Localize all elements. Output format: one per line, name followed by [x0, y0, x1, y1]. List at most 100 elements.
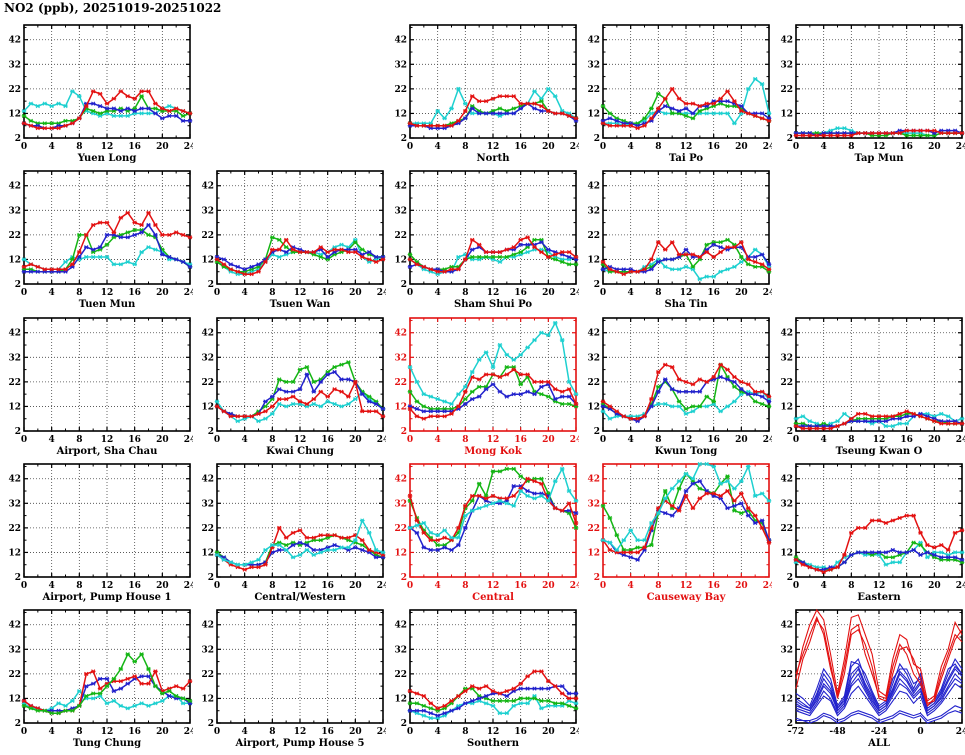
svg-text:4: 4 — [435, 288, 441, 298]
panel-title: ALL — [867, 738, 890, 748]
svg-text:32: 32 — [394, 645, 407, 655]
series-markers-red — [407, 235, 579, 275]
series-markers-blue — [407, 381, 579, 413]
svg-text:32: 32 — [394, 353, 407, 363]
svg-text:32: 32 — [587, 499, 600, 509]
svg-text:12: 12 — [8, 256, 21, 266]
series-markers-cyan — [600, 461, 772, 552]
svg-text:20: 20 — [928, 435, 941, 445]
svg-text:12: 12 — [101, 727, 114, 737]
svg-text:8: 8 — [848, 581, 854, 591]
svg-text:22: 22 — [394, 85, 407, 95]
svg-text:16: 16 — [514, 142, 527, 152]
svg-text:-48: -48 — [829, 727, 845, 737]
svg-text:20: 20 — [156, 581, 169, 591]
svg-text:12: 12 — [680, 581, 693, 591]
svg-text:8: 8 — [76, 435, 82, 445]
svg-text:12: 12 — [8, 402, 21, 412]
svg-text:8: 8 — [655, 581, 661, 591]
svg-text:24: 24 — [570, 727, 579, 737]
svg-text:4: 4 — [628, 581, 634, 591]
svg-text:32: 32 — [394, 499, 407, 509]
svg-text:20: 20 — [542, 142, 555, 152]
svg-text:32: 32 — [201, 353, 214, 363]
svg-text:24: 24 — [184, 581, 193, 591]
chart-tsuen-wan: 0 4 8 12 16 20 24 2 12 22 32 42 Tsuen Wan — [201, 170, 386, 309]
panel-southern: 0 4 8 12 16 20 24 2 12 22 32 42 Southern — [386, 602, 579, 748]
svg-text:24: 24 — [956, 727, 965, 737]
chart-yuen-long: 0 4 8 12 16 20 24 2 12 22 32 42 Yuen Long — [8, 24, 193, 163]
svg-text:12: 12 — [487, 288, 500, 298]
chart-tap-mun: 0 4 8 12 16 20 24 2 12 22 32 42 Tap Mun — [780, 24, 965, 163]
chart-sha-tin: 0 4 8 12 16 20 24 2 12 22 32 42 Sha Tin — [587, 170, 772, 309]
svg-text:20: 20 — [349, 727, 362, 737]
svg-text:4: 4 — [435, 142, 441, 152]
svg-text:12: 12 — [294, 581, 307, 591]
panel-title: Central — [472, 592, 514, 602]
svg-text:4: 4 — [242, 435, 248, 445]
series-markers-red — [600, 86, 772, 131]
svg-text:24: 24 — [184, 142, 193, 152]
chart-sham-shui-po: 0 4 8 12 16 20 24 2 12 22 32 42 Sham Shui Po — [394, 170, 579, 309]
panel-title: Kwun Tong — [655, 446, 718, 456]
series-markers-red — [407, 367, 579, 421]
svg-text:20: 20 — [735, 581, 748, 591]
svg-text:12: 12 — [394, 695, 407, 705]
svg-text:2: 2 — [594, 134, 600, 144]
series-markers-cyan — [600, 76, 772, 128]
svg-text:24: 24 — [184, 727, 193, 737]
svg-text:2: 2 — [208, 280, 214, 290]
svg-text:22: 22 — [201, 524, 214, 534]
chart-mong-kok: 0 4 8 12 16 20 24 2 12 22 32 42 Mong Kok — [394, 316, 579, 456]
panel-tai-po: 0 4 8 12 16 20 24 2 12 22 32 42 Tai Po — [579, 17, 772, 163]
svg-text:24: 24 — [763, 288, 772, 298]
panel-title: Tseung Kwan O — [836, 446, 923, 456]
svg-text:12: 12 — [680, 142, 693, 152]
panel-eastern: 0 4 8 12 16 20 24 2 12 22 32 42 Eastern — [772, 456, 965, 602]
svg-text:16: 16 — [900, 581, 913, 591]
svg-text:32: 32 — [394, 207, 407, 217]
panel-title: Mong Kok — [464, 446, 523, 456]
svg-text:0: 0 — [793, 142, 799, 152]
svg-text:0: 0 — [917, 727, 923, 737]
svg-text:22: 22 — [8, 670, 21, 680]
chart-central: 0 4 8 12 16 20 24 2 12 22 32 42 Central — [394, 463, 579, 602]
svg-text:42: 42 — [394, 328, 407, 338]
svg-text:42: 42 — [8, 182, 21, 192]
svg-text:16: 16 — [128, 435, 141, 445]
series-markers-red — [214, 379, 386, 418]
svg-text:42: 42 — [780, 36, 793, 46]
panel-title: Eastern — [857, 592, 901, 602]
svg-text:16: 16 — [514, 288, 527, 298]
svg-text:4: 4 — [242, 288, 248, 298]
svg-text:8: 8 — [655, 435, 661, 445]
panel-airport-sha-chau: 0 4 8 12 16 20 24 2 12 22 32 42 Airport, Sha Chau — [0, 310, 193, 456]
svg-text:12: 12 — [394, 256, 407, 266]
svg-text:16: 16 — [707, 288, 720, 298]
series-markers-blue — [600, 374, 772, 423]
svg-text:0: 0 — [214, 581, 220, 591]
svg-text:8: 8 — [76, 288, 82, 298]
svg-text:22: 22 — [394, 670, 407, 680]
svg-text:12: 12 — [8, 695, 21, 705]
svg-text:22: 22 — [587, 377, 600, 387]
svg-text:12: 12 — [680, 435, 693, 445]
svg-text:16: 16 — [707, 435, 720, 445]
panel-title: Tai Po — [669, 153, 703, 163]
svg-text:8: 8 — [76, 142, 82, 152]
svg-text:2: 2 — [208, 719, 214, 729]
svg-text:16: 16 — [514, 435, 527, 445]
svg-text:12: 12 — [294, 288, 307, 298]
svg-text:42: 42 — [201, 182, 214, 192]
svg-text:12: 12 — [680, 288, 693, 298]
svg-text:22: 22 — [394, 231, 407, 241]
svg-text:22: 22 — [780, 524, 793, 534]
svg-text:20: 20 — [928, 581, 941, 591]
svg-text:42: 42 — [394, 475, 407, 485]
svg-text:20: 20 — [156, 727, 169, 737]
svg-text:42: 42 — [394, 621, 407, 631]
series-markers-green — [21, 652, 193, 716]
svg-text:0: 0 — [407, 435, 413, 445]
series-line-blue — [795, 678, 963, 715]
svg-text:8: 8 — [269, 727, 275, 737]
